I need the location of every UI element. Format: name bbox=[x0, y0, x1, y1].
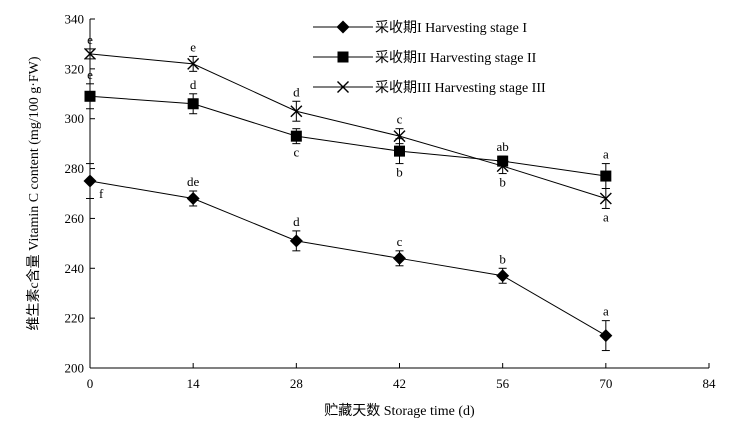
significance-label: b bbox=[499, 175, 506, 190]
data-point-diamond bbox=[336, 20, 350, 34]
data-point-diamond bbox=[599, 329, 613, 343]
legend-item-1: 采收期I Harvesting stage I bbox=[313, 20, 527, 36]
significance-label: b bbox=[499, 251, 506, 266]
data-point-diamond bbox=[496, 269, 510, 283]
y-tick-label: 320 bbox=[65, 61, 85, 76]
data-point-x bbox=[599, 192, 612, 205]
y-tick-label: 280 bbox=[65, 161, 85, 176]
x-tick-label: 14 bbox=[187, 376, 201, 391]
data-point-x bbox=[290, 105, 303, 118]
data-point-square bbox=[394, 145, 405, 157]
data-point-x-stroke bbox=[496, 160, 509, 173]
significance-label: e bbox=[87, 32, 93, 47]
data-point-x bbox=[187, 57, 200, 70]
significance-label: d bbox=[293, 84, 300, 99]
significance-label: c bbox=[293, 145, 299, 160]
x-tick-label: 42 bbox=[393, 376, 406, 391]
y-tick-label: 260 bbox=[65, 211, 85, 226]
data-point-square bbox=[290, 130, 302, 142]
data-point-x bbox=[337, 81, 349, 93]
significance-label: c bbox=[397, 234, 403, 249]
significance-label: a bbox=[603, 147, 609, 162]
significance-label: e bbox=[87, 67, 93, 82]
x-tick-label: 56 bbox=[496, 376, 510, 391]
x-tick-label: 28 bbox=[290, 376, 303, 391]
series-line bbox=[89, 95, 606, 177]
significance-label: c bbox=[397, 112, 403, 127]
data-point-square bbox=[84, 90, 96, 102]
data-point-x-stroke bbox=[393, 130, 406, 143]
legend-label: 采收期I Harvesting stage I bbox=[375, 20, 527, 36]
data-point-x bbox=[393, 130, 406, 143]
data-point-diamond bbox=[393, 251, 406, 265]
legend-label: 采收期II Harvesting stage II bbox=[375, 50, 537, 66]
data-point-diamond bbox=[83, 174, 97, 188]
y-tick-label: 340 bbox=[65, 12, 85, 27]
data-point-x bbox=[84, 47, 96, 60]
series-3: e e d c b a bbox=[84, 32, 612, 224]
significance-label: a bbox=[603, 209, 609, 224]
significance-label: de bbox=[187, 174, 200, 189]
data-point-x-stroke bbox=[599, 192, 612, 205]
x-tick-label: 84 bbox=[703, 376, 717, 391]
data-point-x-stroke bbox=[187, 57, 200, 70]
data-point-diamond bbox=[289, 234, 303, 248]
data-point-square bbox=[600, 170, 612, 182]
legend-label: 采收期III Harvesting stage III bbox=[375, 80, 546, 96]
y-tick-label: 300 bbox=[65, 111, 85, 126]
significance-label: e bbox=[190, 39, 196, 54]
data-point-x-stroke bbox=[337, 81, 349, 93]
series-line bbox=[89, 180, 607, 337]
data-point-x-stroke bbox=[290, 105, 303, 118]
series-layer: f de d c b a e d c b ab a e e d c b a bbox=[83, 32, 613, 352]
significance-label: b bbox=[396, 165, 403, 180]
legend: 采收期I Harvesting stage I 采收期II Harvesting … bbox=[313, 20, 546, 96]
y-axis-title: 维生素c含量 Vitamin C content (mg/100 g·FW) bbox=[26, 56, 42, 330]
x-tick-label: 70 bbox=[599, 376, 612, 391]
significance-label: f bbox=[99, 186, 104, 201]
data-point-x bbox=[496, 160, 509, 173]
significance-label: ab bbox=[497, 139, 509, 154]
data-point-diamond bbox=[186, 191, 200, 205]
y-tick-label: 240 bbox=[65, 261, 85, 276]
significance-label: d bbox=[293, 214, 300, 229]
significance-label: d bbox=[190, 77, 197, 92]
x-tick-label: 0 bbox=[87, 376, 94, 391]
legend-item-3: 采收期III Harvesting stage III bbox=[313, 80, 546, 96]
data-point-square bbox=[187, 98, 199, 110]
series-1: f de d c b a bbox=[83, 163, 613, 352]
y-tick-label: 220 bbox=[65, 311, 85, 326]
axes: 200 220 240 260 280 300 320 340 0 14 28 42 56 70 84 bbox=[65, 12, 717, 392]
legend-item-2: 采收期II Harvesting stage II bbox=[313, 50, 537, 66]
significance-label: a bbox=[603, 304, 609, 319]
y-tick-label: 200 bbox=[65, 361, 85, 376]
x-axis-title: 贮藏天数 Storage time (d) bbox=[324, 403, 475, 419]
data-point-square bbox=[337, 51, 349, 63]
series-line bbox=[89, 53, 606, 199]
data-point-x-stroke bbox=[84, 47, 96, 60]
